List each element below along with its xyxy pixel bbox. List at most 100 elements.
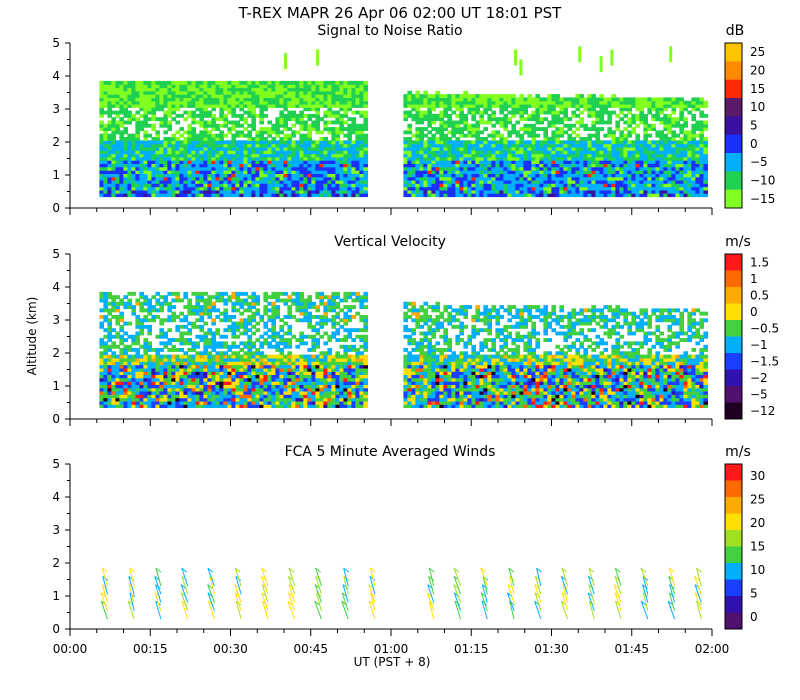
heatmap-cell <box>247 160 252 164</box>
heatmap-cell <box>479 104 484 108</box>
heatmap-cell <box>283 150 288 155</box>
heatmap-cell <box>563 97 568 102</box>
heatmap-cell <box>319 97 324 102</box>
heatmap-cell <box>627 143 632 148</box>
heatmap-cell <box>407 130 412 135</box>
heatmap-cell <box>407 160 412 164</box>
heatmap-cell <box>635 104 640 108</box>
heatmap-cell <box>699 183 704 188</box>
heatmap-cell <box>339 84 344 89</box>
heatmap-cell <box>363 94 368 98</box>
heatmap-cell <box>131 387 136 392</box>
heatmap-cell <box>495 189 500 194</box>
heatmap-cell <box>491 183 496 188</box>
heatmap-cell <box>107 397 112 402</box>
heatmap-cell <box>663 117 668 122</box>
heatmap-cell <box>303 127 308 131</box>
heatmap-cell <box>243 97 248 102</box>
heatmap-cell <box>299 117 304 122</box>
heatmap-cell <box>167 137 172 141</box>
heatmap-cell <box>131 156 136 161</box>
heatmap-cell <box>247 170 252 174</box>
heatmap-cell <box>227 193 232 198</box>
heatmap-cell <box>603 153 608 158</box>
heatmap-cell <box>183 291 188 296</box>
heatmap-cell <box>111 100 116 105</box>
heatmap-cell <box>231 179 236 184</box>
heatmap-cell <box>195 193 200 198</box>
heatmap-cell <box>459 186 464 191</box>
heatmap-cell <box>411 173 416 178</box>
heatmap-cell <box>167 381 172 385</box>
heatmap-cell <box>267 146 272 151</box>
heatmap-cell <box>451 173 456 178</box>
heatmap-cell <box>275 127 280 131</box>
heatmap-cell <box>167 156 172 161</box>
heatmap-cell <box>159 163 164 168</box>
heatmap-cell <box>611 173 616 178</box>
heatmap-cell <box>139 183 144 188</box>
heatmap-cell <box>155 137 160 141</box>
heatmap-cell <box>123 94 128 98</box>
heatmap-cell <box>259 94 264 98</box>
heatmap-cell <box>199 357 204 362</box>
heatmap-cell <box>483 153 488 158</box>
heatmap-cell <box>307 127 312 131</box>
heatmap-cell <box>175 367 180 372</box>
heatmap-cell <box>127 80 132 85</box>
heatmap-cell <box>411 153 416 158</box>
heatmap-cell <box>275 94 280 98</box>
heatmap-cell <box>287 186 292 191</box>
heatmap-cell <box>327 94 332 98</box>
heatmap-cell <box>107 311 112 316</box>
heatmap-cell <box>191 100 196 105</box>
heatmap-cell <box>495 166 500 171</box>
heatmap-cell <box>231 166 236 171</box>
heatmap-cell <box>703 173 708 178</box>
heatmap-cell <box>99 146 104 151</box>
heatmap-cell <box>123 100 128 105</box>
heatmap-cell <box>175 397 180 402</box>
heatmap-cell <box>643 150 648 155</box>
heatmap-cell <box>123 166 128 171</box>
heatmap-cell <box>595 173 600 178</box>
heatmap-cell <box>227 150 232 155</box>
heatmap-cell <box>659 173 664 178</box>
heatmap-cell <box>159 334 164 339</box>
heatmap-cell <box>579 176 584 181</box>
heatmap-cell <box>103 173 108 178</box>
heatmap-cell <box>211 305 216 309</box>
heatmap-cell <box>167 390 172 395</box>
heatmap-cell <box>211 183 216 188</box>
heatmap-cell <box>503 193 508 198</box>
heatmap-cell <box>203 166 208 171</box>
heatmap-cell <box>207 390 212 395</box>
heatmap-cell <box>363 90 368 95</box>
heatmap-cell <box>559 117 564 122</box>
heatmap-cell <box>355 186 360 191</box>
heatmap-cell <box>99 123 104 128</box>
heatmap-cell <box>123 354 128 359</box>
heatmap-cell <box>291 90 296 95</box>
heatmap-cell <box>227 186 232 191</box>
heatmap-cell <box>103 295 108 300</box>
heatmap-cell <box>631 120 636 125</box>
heatmap-cell <box>231 94 236 98</box>
heatmap-cell <box>319 84 324 89</box>
heatmap-cell <box>111 186 116 191</box>
heatmap-cell <box>203 156 208 161</box>
heatmap-cell <box>119 315 124 319</box>
heatmap-cell <box>99 137 104 141</box>
heatmap-cell <box>211 84 216 89</box>
heatmap-cell <box>339 97 344 102</box>
heatmap-cell <box>151 384 156 389</box>
heatmap-cell <box>99 150 104 155</box>
heatmap-cell <box>191 371 196 375</box>
heatmap-cell <box>407 94 412 98</box>
heatmap-cell <box>587 143 592 148</box>
heatmap-cell <box>131 176 136 181</box>
heatmap-cell <box>283 94 288 98</box>
heatmap-cell <box>255 173 260 178</box>
heatmap-cell <box>99 364 104 369</box>
heatmap-cell <box>455 143 460 148</box>
